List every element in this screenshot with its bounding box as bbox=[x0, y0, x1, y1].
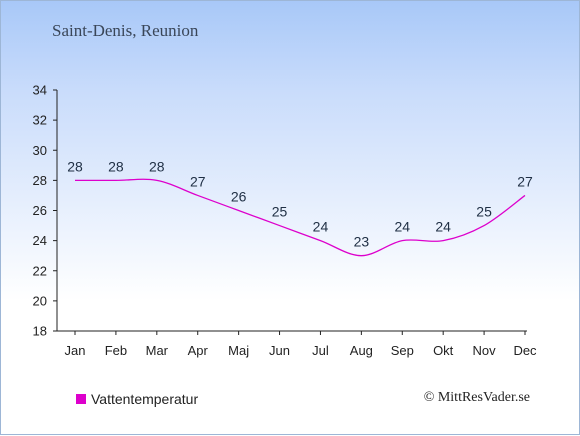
data-label: 25 bbox=[272, 204, 288, 220]
credit-text: © MittResVader.se bbox=[423, 390, 530, 405]
data-label: 28 bbox=[67, 158, 83, 174]
x-tick-label: Maj bbox=[228, 343, 249, 358]
data-label: 27 bbox=[190, 173, 206, 189]
x-tick-label: Jan bbox=[65, 343, 86, 358]
x-tick-label: Dec bbox=[513, 343, 537, 358]
data-label: 28 bbox=[108, 158, 124, 174]
x-tick-label: Apr bbox=[188, 343, 209, 358]
legend-swatch bbox=[76, 394, 86, 404]
data-label: 26 bbox=[231, 189, 247, 205]
x-tick-label: Jun bbox=[269, 343, 290, 358]
legend: Vattentemperatur bbox=[76, 391, 198, 407]
y-tick-label: 30 bbox=[33, 143, 47, 158]
y-tick-label: 26 bbox=[33, 203, 47, 218]
y-tick-label: 22 bbox=[33, 263, 47, 278]
data-label: 24 bbox=[435, 219, 451, 235]
x-tick-label: Feb bbox=[105, 343, 127, 358]
series-line bbox=[75, 178, 526, 257]
x-tick-label: Jul bbox=[312, 343, 329, 358]
x-tick-label: Okt bbox=[433, 343, 454, 358]
y-tick-label: 20 bbox=[33, 293, 47, 308]
chart-title: Saint-Denis, Reunion bbox=[52, 21, 199, 40]
y-tick-label: 34 bbox=[33, 83, 47, 98]
y-tick-label: 24 bbox=[33, 233, 47, 248]
x-tick-label: Sep bbox=[391, 343, 414, 358]
data-label: 28 bbox=[149, 158, 165, 174]
x-tick-label: Mar bbox=[146, 343, 169, 358]
data-label: 25 bbox=[476, 204, 492, 220]
y-tick-label: 28 bbox=[33, 173, 47, 188]
data-label: 24 bbox=[313, 219, 329, 235]
x-tick-label: Nov bbox=[473, 343, 497, 358]
y-tick-label: 18 bbox=[33, 324, 47, 339]
data-label: 23 bbox=[354, 234, 370, 250]
x-tick-label: Aug bbox=[350, 343, 373, 358]
y-tick-label: 32 bbox=[33, 113, 47, 128]
data-label: 24 bbox=[394, 219, 410, 235]
data-label: 27 bbox=[517, 173, 533, 189]
legend-label: Vattentemperatur bbox=[91, 391, 199, 407]
